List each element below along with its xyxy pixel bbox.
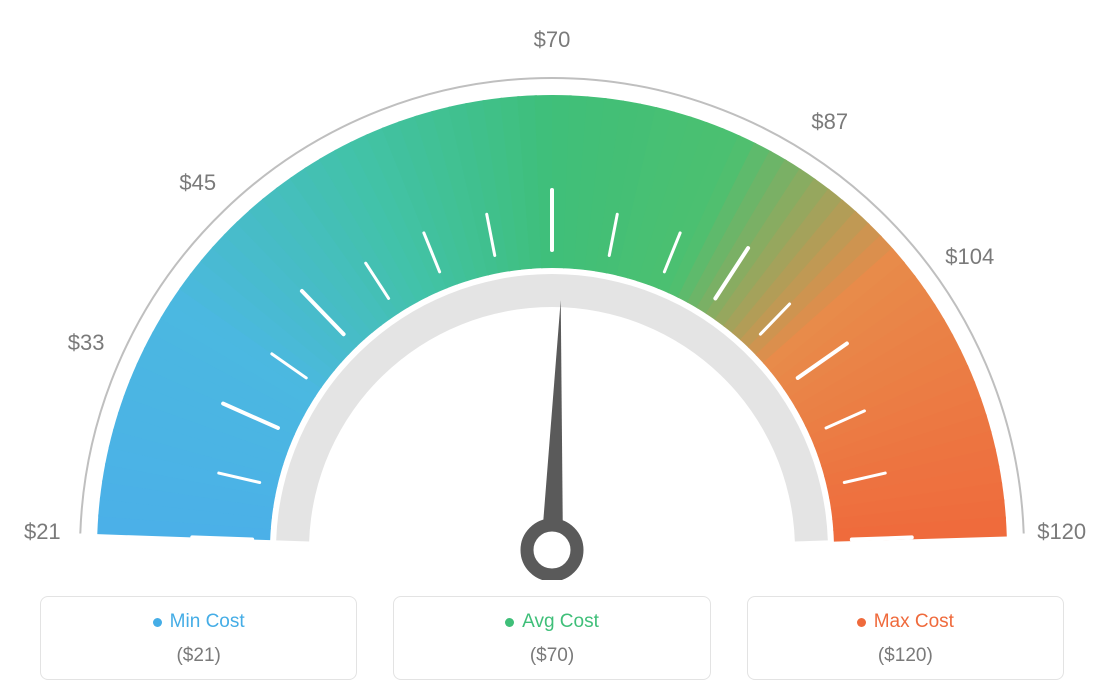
gauge-tick-label: $87: [811, 109, 848, 135]
legend-value-max: ($120): [758, 645, 1053, 667]
gauge-tick-label: $120: [1037, 519, 1086, 545]
legend-value-min: ($21): [51, 645, 346, 667]
legend-label-max: Max Cost: [874, 611, 954, 633]
legend-card-min: Min Cost ($21): [40, 596, 357, 680]
legend-card-max: Max Cost ($120): [747, 596, 1064, 680]
gauge-tick-label: $104: [945, 244, 994, 270]
gauge-tick-label: $21: [24, 519, 61, 545]
gauge-chart-container: $21 $33 $45 $70 $87 $104 $120 Min Cost ($21) A…: [0, 0, 1104, 690]
legend-dot-min: [153, 618, 162, 627]
gauge-tick-label: $33: [68, 330, 105, 356]
legend-value-avg: ($70): [404, 645, 699, 667]
legend-title-max: Max Cost: [857, 611, 954, 633]
legend-dot-max: [857, 618, 866, 627]
gauge: $21$33$45$70$87$104$120: [52, 20, 1052, 580]
legend-dot-avg: [505, 618, 514, 627]
legend-label-avg: Avg Cost: [522, 611, 599, 633]
legend-title-min: Min Cost: [153, 611, 245, 633]
legend-row: Min Cost ($21) Avg Cost ($70) Max Cost (…: [0, 596, 1104, 680]
gauge-tick-label: $45: [179, 170, 216, 196]
legend-title-avg: Avg Cost: [505, 611, 599, 633]
gauge-tick-label: $70: [534, 27, 571, 53]
legend-label-min: Min Cost: [170, 611, 245, 633]
legend-card-avg: Avg Cost ($70): [393, 596, 710, 680]
